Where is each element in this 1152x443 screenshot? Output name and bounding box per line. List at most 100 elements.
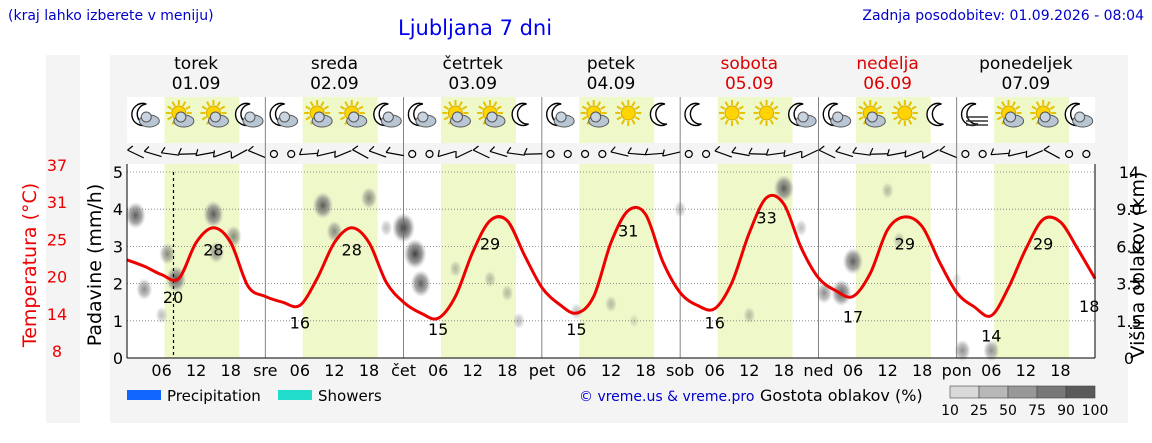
wind-shaft bbox=[213, 150, 231, 158]
wind-feather bbox=[298, 148, 303, 155]
sun-ray bbox=[448, 101, 453, 107]
sun-ray bbox=[201, 116, 208, 121]
wind-barb bbox=[160, 146, 180, 156]
cloud-puff bbox=[175, 111, 187, 123]
wind-barb bbox=[437, 149, 456, 158]
day-name: torek bbox=[174, 54, 218, 74]
wind-barb bbox=[886, 149, 906, 157]
daylight-band bbox=[441, 164, 516, 358]
wind-barb bbox=[247, 145, 266, 158]
cloud-height-tick-label: 14 bbox=[1119, 163, 1139, 182]
wind-barb bbox=[922, 149, 939, 159]
moon-cloud-icon bbox=[1064, 102, 1094, 128]
moon-shape bbox=[926, 102, 944, 127]
precip-tick-label: 1 bbox=[113, 312, 123, 331]
temp-tick-label: 25 bbox=[47, 230, 67, 249]
temperature-label: 20 bbox=[163, 288, 183, 307]
wind-feather bbox=[455, 151, 457, 158]
day-name: nedelja bbox=[856, 54, 918, 74]
wind-shaft bbox=[455, 149, 473, 159]
temp-tick-label: 14 bbox=[47, 305, 67, 324]
cloud-patch bbox=[403, 238, 427, 269]
sun-ray bbox=[354, 101, 360, 107]
sun-ray bbox=[1046, 101, 1051, 107]
cloud-density-level: 25 bbox=[970, 403, 988, 419]
sun-cloud-icon bbox=[1030, 100, 1059, 128]
cloud-patch bbox=[449, 260, 462, 278]
cloud-puff bbox=[279, 111, 291, 123]
sun-ray bbox=[1014, 105, 1021, 110]
temperature-line bbox=[126, 193, 1097, 321]
wind-calm bbox=[1082, 149, 1091, 159]
sun-ray bbox=[738, 105, 744, 110]
sun-ray bbox=[443, 105, 450, 110]
wind-feather bbox=[127, 145, 134, 151]
sun-ray bbox=[858, 116, 864, 121]
cloud-density-level: 75 bbox=[1028, 403, 1046, 419]
wind-shaft bbox=[801, 149, 819, 159]
wind-barb bbox=[212, 150, 231, 158]
sun-ray bbox=[735, 101, 740, 107]
wind-feather bbox=[177, 147, 182, 155]
sun-ray bbox=[907, 119, 913, 125]
hour-tick-label: 06 bbox=[151, 361, 171, 380]
sun-ray bbox=[724, 101, 729, 107]
wind-barb bbox=[385, 146, 404, 157]
wind-feather bbox=[869, 147, 874, 155]
wind-shaft bbox=[1025, 150, 1044, 158]
wind-feather bbox=[334, 150, 336, 158]
hour-tick-label: 18 bbox=[912, 361, 932, 380]
temp-tick-label: 20 bbox=[47, 268, 67, 287]
sun-ray bbox=[581, 105, 588, 110]
temperature-label: 29 bbox=[1033, 234, 1053, 253]
wind-shaft bbox=[1043, 149, 1060, 159]
wind-feather bbox=[801, 151, 803, 158]
temperature-label: 14 bbox=[981, 327, 1001, 346]
sun-ray bbox=[478, 105, 484, 110]
moon-shape bbox=[511, 102, 529, 127]
hour-tick-label: 12 bbox=[186, 361, 206, 380]
wind-barb bbox=[644, 148, 664, 156]
sun-ray bbox=[1011, 101, 1016, 107]
moon-icon bbox=[511, 102, 529, 127]
sun-cloud-icon bbox=[580, 100, 610, 128]
sun-ray bbox=[596, 101, 602, 107]
wind-feather bbox=[939, 145, 946, 152]
cloud-height-tick-label: 1.5 bbox=[1116, 312, 1141, 331]
cloud-density-level: 50 bbox=[999, 403, 1017, 419]
day-date: 03.09 bbox=[448, 74, 497, 94]
wind-barb bbox=[662, 149, 681, 157]
wind-feather bbox=[385, 146, 391, 153]
wind-shaft bbox=[144, 150, 162, 158]
cloud-patch bbox=[881, 182, 894, 200]
wind-barb bbox=[835, 146, 854, 158]
wind-feather bbox=[818, 145, 825, 151]
wind-shaft bbox=[1008, 151, 1027, 157]
hour-tick-label: 12 bbox=[877, 361, 897, 380]
sun-ray bbox=[320, 101, 325, 107]
cloud-patch bbox=[208, 241, 225, 264]
wind-feather bbox=[212, 150, 216, 158]
grid-lines bbox=[127, 97, 1095, 358]
sun-disc bbox=[897, 105, 913, 121]
sun-ray bbox=[772, 116, 779, 121]
city-hint[interactable]: (kraj lahko izberete v meniju) bbox=[8, 8, 214, 24]
sun-ray bbox=[305, 105, 311, 110]
temperature-label: 31 bbox=[618, 221, 638, 240]
temperature-label: 16 bbox=[705, 314, 725, 333]
cloud-puff bbox=[486, 111, 498, 123]
cloud-height-tick-label: 0 bbox=[1124, 349, 1134, 368]
hour-tick-label: 12 bbox=[463, 361, 483, 380]
wind-shaft bbox=[506, 152, 525, 156]
wind-barb bbox=[455, 149, 473, 159]
sun-ray bbox=[1049, 105, 1055, 110]
wind-barb bbox=[177, 147, 197, 155]
wind-feather bbox=[230, 151, 233, 159]
sun-icon bbox=[753, 100, 780, 126]
wind-barb bbox=[852, 146, 871, 156]
wind-shaft bbox=[195, 151, 214, 157]
wind-calm bbox=[978, 149, 987, 159]
sun-ray bbox=[897, 101, 902, 107]
sun-ray bbox=[478, 116, 484, 121]
sun-ray bbox=[581, 116, 588, 121]
